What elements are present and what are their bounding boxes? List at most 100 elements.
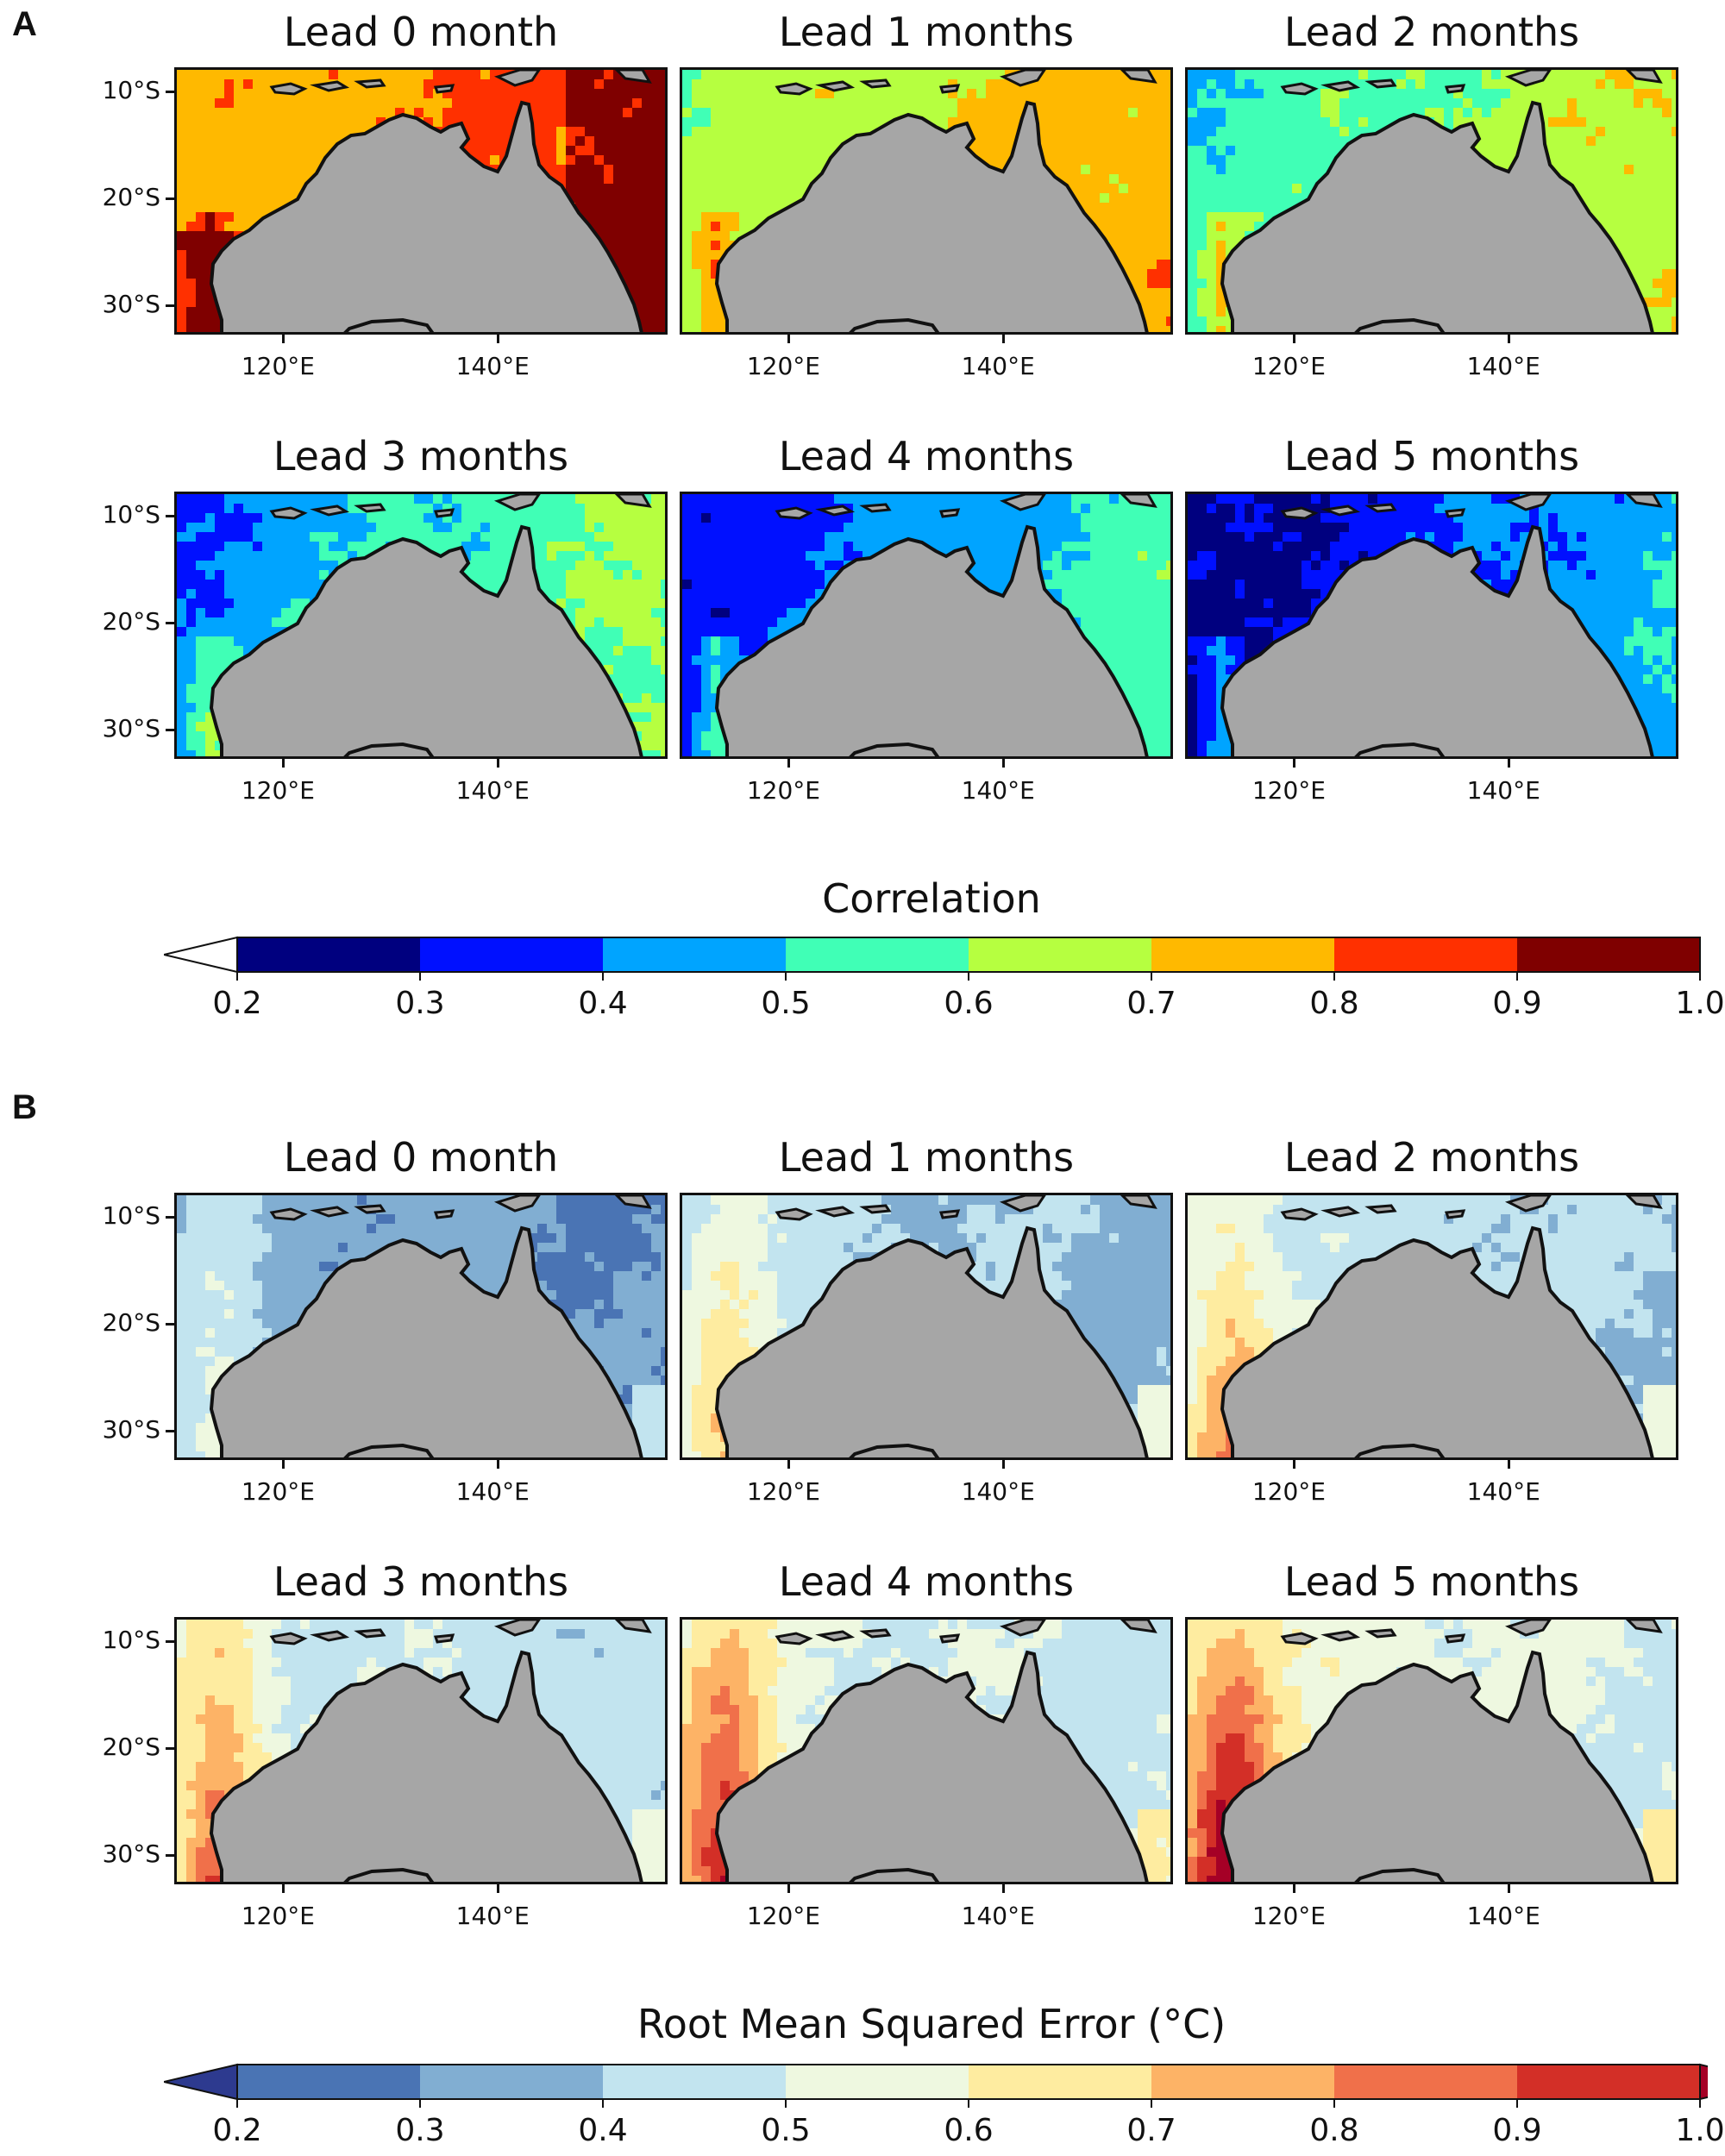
island bbox=[493, 70, 541, 87]
map-title: Lead 0 month bbox=[283, 9, 559, 55]
x-tick-label: 120°E bbox=[241, 1902, 315, 1930]
island bbox=[815, 505, 856, 517]
colorbar-tick-label: 0.6 bbox=[944, 2113, 994, 2148]
x-tick bbox=[1507, 335, 1510, 343]
australia-landmass bbox=[1220, 100, 1654, 332]
y-tick bbox=[166, 1322, 174, 1326]
island bbox=[999, 494, 1046, 511]
map-panel: Lead 3 months 10°S 20°S 30°S 120°E 140°E bbox=[103, 1558, 668, 1930]
colorbar-tick bbox=[785, 972, 787, 981]
island bbox=[269, 82, 308, 96]
map-frame bbox=[1185, 492, 1678, 759]
map-frame bbox=[174, 67, 668, 335]
island bbox=[1444, 84, 1466, 94]
map-field bbox=[1188, 494, 1676, 756]
colorbar-segment bbox=[1151, 937, 1334, 972]
y-tick-label: 20°S bbox=[102, 1307, 160, 1337]
map-title: Lead 3 months bbox=[273, 1558, 569, 1605]
map-title: Lead 4 months bbox=[778, 433, 1075, 479]
island bbox=[775, 1207, 813, 1221]
colorbar-tick-label: 0.2 bbox=[212, 2113, 262, 2148]
map-frame bbox=[174, 1617, 668, 1884]
island bbox=[1364, 503, 1397, 513]
island bbox=[614, 494, 652, 508]
colorbar-tick-label: 0.9 bbox=[1492, 986, 1542, 1021]
map-frame bbox=[1185, 67, 1678, 335]
colorbar-extend-low bbox=[164, 2063, 238, 2101]
colorbar-tick bbox=[419, 972, 421, 981]
island bbox=[354, 1628, 386, 1639]
y-tick bbox=[166, 1853, 174, 1857]
island bbox=[433, 508, 455, 518]
y-tick-label: 10°S bbox=[102, 1200, 160, 1230]
x-tick bbox=[1507, 1460, 1510, 1469]
x-tick bbox=[787, 1460, 790, 1469]
x-tick-label: 120°E bbox=[746, 1902, 820, 1930]
island bbox=[938, 1633, 961, 1644]
x-tick bbox=[1001, 1460, 1005, 1469]
x-tick-label: 120°E bbox=[241, 352, 315, 380]
colorbar-bar bbox=[164, 936, 1701, 974]
x-tick bbox=[787, 1884, 790, 1893]
x-tick-label: 120°E bbox=[241, 776, 315, 805]
island bbox=[310, 1206, 350, 1218]
island bbox=[1504, 1195, 1552, 1213]
island bbox=[1280, 1632, 1319, 1645]
x-tick-label: 140°E bbox=[455, 352, 530, 380]
x-tick-label: 120°E bbox=[1251, 776, 1326, 805]
island bbox=[999, 1195, 1046, 1213]
island bbox=[433, 1209, 455, 1219]
southern-landmass bbox=[1354, 317, 1446, 332]
island bbox=[310, 1630, 350, 1642]
colorbar-tick bbox=[1333, 972, 1335, 981]
island bbox=[1120, 1620, 1157, 1633]
x-tick-label: 120°E bbox=[241, 1477, 315, 1506]
island bbox=[1625, 1195, 1663, 1209]
island bbox=[1504, 1620, 1552, 1637]
x-tick bbox=[1001, 759, 1005, 768]
island bbox=[815, 1630, 856, 1642]
island bbox=[1280, 1207, 1319, 1221]
island bbox=[859, 503, 892, 513]
panel-letter-b: B bbox=[12, 1088, 37, 1126]
y-tick-label: 30°S bbox=[102, 289, 160, 318]
y-tick-label: 30°S bbox=[102, 713, 160, 743]
colorbar-tick bbox=[1699, 972, 1701, 981]
map-field bbox=[177, 1620, 665, 1882]
australia-landmass bbox=[1220, 1225, 1654, 1457]
colorbar-tick bbox=[602, 972, 604, 981]
island bbox=[433, 1633, 455, 1644]
y-tick bbox=[166, 621, 174, 624]
x-tick bbox=[1507, 759, 1510, 768]
y-tick-label: 20°S bbox=[102, 182, 160, 211]
colorbar-tick-label: 0.4 bbox=[578, 2113, 628, 2148]
x-tick-label: 120°E bbox=[746, 1477, 820, 1506]
map-title: Lead 5 months bbox=[1283, 1558, 1580, 1605]
x-tick bbox=[281, 1460, 285, 1469]
colorbar-title: Correlation bbox=[822, 875, 1041, 922]
y-tick bbox=[166, 1429, 174, 1432]
island bbox=[269, 506, 308, 520]
x-tick bbox=[496, 335, 499, 343]
map-field bbox=[682, 70, 1170, 332]
map-frame bbox=[680, 492, 1173, 759]
x-tick-label: 140°E bbox=[1466, 776, 1540, 805]
map-panel: Lead 2 months 120°E 140°E bbox=[1185, 1134, 1678, 1506]
island bbox=[1320, 1630, 1361, 1642]
colorbar-tick-label: 0.8 bbox=[1309, 2113, 1359, 2148]
southern-landmass bbox=[343, 1867, 435, 1882]
southern-landmass bbox=[1354, 742, 1446, 756]
island bbox=[1364, 78, 1397, 89]
y-tick bbox=[166, 728, 174, 731]
island bbox=[433, 84, 455, 94]
island bbox=[1320, 505, 1361, 517]
map-panel: Lead 5 months 120°E 140°E bbox=[1185, 1558, 1678, 1930]
colorbar-segment bbox=[1334, 937, 1517, 972]
map-field bbox=[1188, 1195, 1676, 1457]
map-field bbox=[1188, 70, 1676, 332]
x-tick-label: 140°E bbox=[455, 1477, 530, 1506]
x-tick-label: 140°E bbox=[455, 1902, 530, 1930]
island bbox=[938, 508, 961, 518]
island bbox=[1364, 1204, 1397, 1214]
colorbar-segment bbox=[237, 2065, 420, 2099]
